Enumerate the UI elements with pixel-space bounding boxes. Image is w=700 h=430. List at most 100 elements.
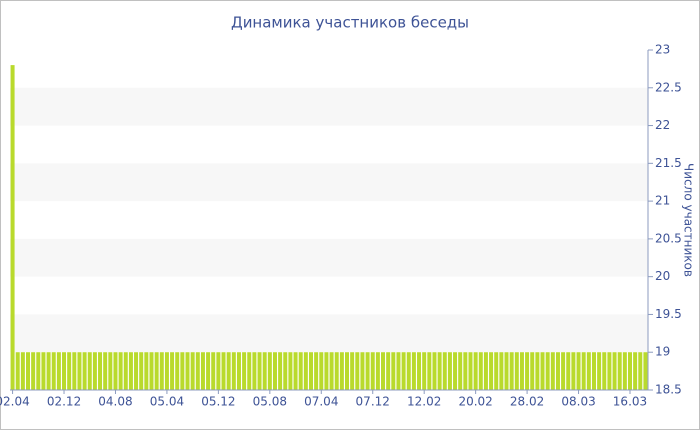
- bar: [555, 352, 560, 390]
- bar: [283, 352, 288, 390]
- bar: [221, 352, 226, 390]
- grid-band: [10, 163, 648, 202]
- bar: [20, 352, 25, 390]
- x-tick-label: 05.12: [201, 395, 235, 409]
- bar: [453, 352, 458, 390]
- bar: [15, 352, 20, 390]
- bar: [489, 352, 494, 390]
- bar: [262, 352, 267, 390]
- bar: [478, 352, 483, 390]
- bar: [180, 352, 185, 390]
- y-tick-label: 20.5: [655, 231, 682, 245]
- bar: [303, 352, 308, 390]
- bar: [386, 352, 391, 390]
- y-tick-label: 19.5: [655, 307, 682, 321]
- bar: [113, 352, 118, 390]
- bar: [514, 352, 519, 390]
- bar: [87, 352, 92, 390]
- bar: [98, 352, 103, 390]
- y-tick-label: 22: [655, 118, 670, 132]
- x-tick-label: 07.04: [304, 395, 338, 409]
- bar: [164, 352, 169, 390]
- bar: [401, 352, 406, 390]
- bar: [566, 352, 571, 390]
- x-tick-label: 05.04: [150, 395, 184, 409]
- bar: [499, 352, 504, 390]
- bar: [149, 352, 154, 390]
- x-tick-label: 04.08: [98, 395, 132, 409]
- bar: [447, 352, 452, 390]
- bar: [525, 352, 530, 390]
- bar: [540, 352, 545, 390]
- bar: [82, 352, 87, 390]
- bar: [530, 352, 535, 390]
- bar: [370, 352, 375, 390]
- bar: [231, 352, 236, 390]
- x-tick-label: 12.02: [407, 395, 441, 409]
- bar: [586, 352, 591, 390]
- bar: [334, 352, 339, 390]
- bar: [236, 352, 241, 390]
- bar: [319, 352, 324, 390]
- bar: [51, 352, 56, 390]
- bar: [458, 352, 463, 390]
- bar: [483, 352, 488, 390]
- bar: [463, 352, 468, 390]
- bar: [411, 352, 416, 390]
- bar: [123, 352, 128, 390]
- bar: [41, 352, 46, 390]
- bar: [607, 352, 612, 390]
- y-tick-label: 19: [655, 345, 670, 359]
- bar: [56, 352, 61, 390]
- bar: [329, 352, 334, 390]
- bar: [62, 352, 67, 390]
- x-tick-label: 20.02: [458, 395, 492, 409]
- bar: [298, 352, 303, 390]
- bar: [26, 352, 31, 390]
- bar: [468, 352, 473, 390]
- bar: [185, 352, 190, 390]
- bar: [633, 352, 638, 390]
- x-tick-label: 02.12: [47, 395, 81, 409]
- bar: [195, 352, 200, 390]
- bar: [576, 352, 581, 390]
- bar: [437, 352, 442, 390]
- bar: [128, 352, 133, 390]
- bar: [226, 352, 231, 390]
- bar: [92, 352, 97, 390]
- bar: [627, 352, 632, 390]
- bar: [597, 352, 602, 390]
- bar: [46, 352, 51, 390]
- bar: [118, 352, 123, 390]
- bar: [535, 352, 540, 390]
- bar: [139, 352, 144, 390]
- bar: [602, 352, 607, 390]
- y-tick-label: 20: [655, 269, 670, 283]
- bar: [293, 352, 298, 390]
- bar: [509, 352, 514, 390]
- bar: [581, 352, 586, 390]
- bar: [391, 352, 396, 390]
- bar: [381, 352, 386, 390]
- bar: [242, 352, 247, 390]
- bar: [545, 352, 550, 390]
- bar: [638, 352, 643, 390]
- bar: [432, 352, 437, 390]
- bar: [247, 352, 252, 390]
- bar: [267, 352, 272, 390]
- bar: [190, 352, 195, 390]
- bar: [272, 352, 277, 390]
- bar: [159, 352, 164, 390]
- bar: [427, 352, 432, 390]
- bar: [67, 352, 72, 390]
- bar: [134, 352, 139, 390]
- bar: [339, 352, 344, 390]
- y-tick-label: 22.5: [655, 80, 682, 94]
- bar: [406, 352, 411, 390]
- bar: [442, 352, 447, 390]
- x-tick-label: 07.12: [356, 395, 390, 409]
- bar: [622, 352, 627, 390]
- bar: [257, 352, 262, 390]
- grid-band: [10, 238, 648, 277]
